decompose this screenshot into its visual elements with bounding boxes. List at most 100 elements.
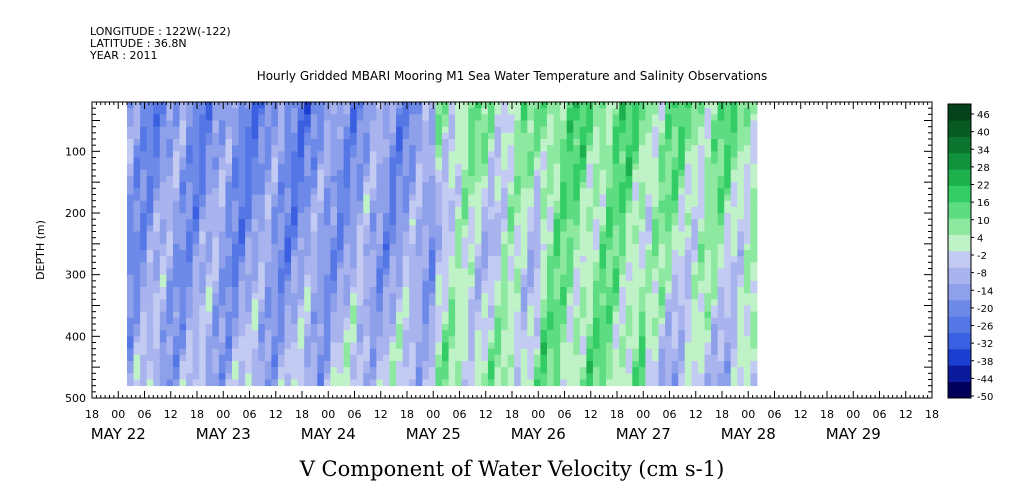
heatmap-cell <box>750 194 758 202</box>
heatmap-cell <box>520 348 528 356</box>
heatmap-cell <box>310 342 318 350</box>
heatmap-cell <box>540 361 548 368</box>
heatmap-cell <box>652 262 659 269</box>
heatmap-cell <box>396 274 404 282</box>
heatmap-cell <box>323 268 331 276</box>
heatmap-cell <box>396 262 404 269</box>
heatmap-cell <box>232 157 239 165</box>
heatmap-cell <box>218 250 226 257</box>
heatmap-cell <box>671 126 679 134</box>
heatmap-cell <box>652 330 659 337</box>
heatmap-cell <box>291 317 299 325</box>
heatmap-cell <box>684 176 692 183</box>
heatmap-cell <box>586 145 594 152</box>
heatmap-cell <box>658 262 666 269</box>
heatmap-cell <box>271 225 279 232</box>
heatmap-cell <box>625 188 633 195</box>
heatmap-cell <box>579 120 587 128</box>
heatmap-cell <box>730 243 738 251</box>
heatmap-cell <box>579 280 587 288</box>
heatmap-cell <box>468 157 476 165</box>
heatmap-cell <box>291 219 299 226</box>
heatmap-cell <box>127 361 134 368</box>
heatmap-cell <box>251 373 259 380</box>
heatmap-cell <box>291 182 299 189</box>
heatmap-cell <box>192 188 200 195</box>
heatmap-cell <box>277 299 285 306</box>
heatmap-cell <box>468 163 476 171</box>
heatmap-cell <box>652 114 659 121</box>
heatmap-cell <box>468 354 476 362</box>
heatmap-cell <box>179 256 187 263</box>
heatmap-cell <box>186 373 194 380</box>
heatmap-cell <box>323 120 331 128</box>
heatmap-cell <box>678 354 686 362</box>
heatmap-cell <box>297 287 305 294</box>
heatmap-cell <box>435 151 443 158</box>
heatmap-cell <box>652 311 659 319</box>
heatmap-cell <box>166 206 174 214</box>
heatmap-cell <box>612 324 620 331</box>
heatmap-cell <box>566 194 574 202</box>
heatmap-cell <box>422 225 430 232</box>
heatmap-cell <box>396 132 404 140</box>
heatmap-cell <box>291 132 299 140</box>
heatmap-cell <box>159 126 167 134</box>
heatmap-cell <box>251 102 259 109</box>
heatmap-cell <box>665 219 673 226</box>
heatmap-cell <box>527 293 535 300</box>
x-hour-label: 06 <box>138 408 152 421</box>
heatmap-cell <box>547 157 554 165</box>
heatmap-cell <box>172 176 180 183</box>
heatmap-cell <box>435 157 443 165</box>
heatmap-cell <box>625 157 633 165</box>
heatmap-cell <box>474 176 482 183</box>
colorbar-swatch <box>948 218 971 235</box>
heatmap-cell <box>166 324 174 331</box>
heatmap-cell <box>396 139 404 146</box>
heatmap-cell <box>547 194 554 202</box>
heatmap-cell <box>691 287 699 294</box>
heatmap-cell <box>343 157 351 165</box>
heatmap-cell <box>337 200 344 208</box>
heatmap-cell <box>310 287 318 294</box>
heatmap-cell <box>192 102 200 109</box>
heatmap-cell <box>468 293 476 300</box>
heatmap-cell <box>645 151 653 158</box>
heatmap-cell <box>704 139 712 146</box>
heatmap-cell <box>363 114 371 121</box>
heatmap-cell <box>317 120 325 128</box>
heatmap-cell <box>579 336 587 343</box>
heatmap-cell <box>625 330 633 337</box>
heatmap-cell <box>264 237 272 245</box>
heatmap-cell <box>133 317 141 325</box>
heatmap-cell <box>277 145 285 152</box>
heatmap-cell <box>186 256 194 263</box>
heatmap-cell <box>179 114 187 121</box>
heatmap-cell <box>389 102 397 109</box>
heatmap-cell <box>264 317 272 325</box>
heatmap-cell <box>730 237 738 245</box>
heatmap-cell <box>704 176 712 183</box>
x-hour-label: 18 <box>400 408 414 421</box>
heatmap-cell <box>356 373 364 380</box>
heatmap-cell <box>455 336 463 343</box>
heatmap-cell <box>619 200 627 208</box>
heatmap-cell <box>409 342 417 350</box>
heatmap-cell <box>737 299 745 306</box>
heatmap-cell <box>251 317 259 325</box>
heatmap-cell <box>501 237 509 245</box>
heatmap-cell <box>448 317 456 325</box>
heatmap-cell <box>547 250 554 257</box>
heatmap-cell <box>317 305 325 313</box>
heatmap-cell <box>133 231 141 239</box>
heatmap-cell <box>205 274 213 282</box>
heatmap-cell <box>704 219 712 226</box>
heatmap-cell <box>218 225 226 232</box>
heatmap-cell <box>442 163 449 171</box>
heatmap-cell <box>159 225 167 232</box>
heatmap-cell <box>481 139 489 146</box>
heatmap-cell <box>382 145 390 152</box>
heatmap-cell <box>337 194 344 202</box>
heatmap-cell <box>566 293 574 300</box>
